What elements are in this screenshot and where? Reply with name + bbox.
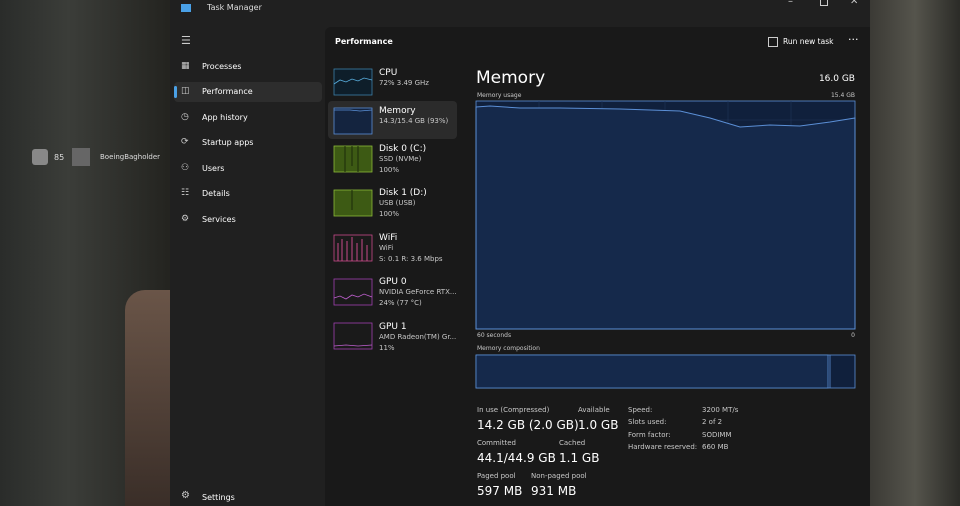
close-button[interactable]: ✕: [850, 0, 859, 7]
page-title: Performance: [335, 37, 393, 46]
nav-item[interactable]: Processes: [202, 62, 242, 71]
detail-title: Memory: [476, 68, 546, 88]
nav-item[interactable]: Details: [202, 189, 230, 198]
device-name[interactable]: GPU 0: [379, 277, 407, 287]
nav-item[interactable]: Users: [202, 164, 225, 173]
stat-label: In use (Compressed): [477, 406, 550, 414]
stat-value: 14.2 GB (2.0 GB): [477, 418, 579, 432]
minimize-button[interactable]: –: [788, 0, 793, 7]
device-name[interactable]: GPU 1: [379, 322, 407, 332]
spec-label: Slots used:: [628, 418, 667, 427]
usage-max: 15.4 GB: [830, 92, 855, 99]
gpu1-thumb: [333, 322, 373, 350]
nav-item[interactable]: Services: [202, 215, 236, 224]
composition-bar: [475, 354, 856, 389]
stat-label: Paged pool: [477, 472, 516, 480]
nav-icon: ▦: [181, 61, 190, 71]
stat-value: 1.1 GB: [559, 451, 600, 465]
game-background-right: [870, 0, 960, 506]
device-detail: 100%: [379, 210, 400, 218]
memory-thumb: [333, 107, 373, 135]
spec-value: 660 MB: [702, 442, 729, 451]
run-new-task[interactable]: Run new task: [783, 37, 834, 46]
spec-label: Form factor:: [628, 430, 671, 439]
stat-label: Available: [578, 406, 610, 414]
badge-icon: [32, 149, 48, 165]
stat-label: Non-paged pool: [531, 472, 587, 480]
nav-item[interactable]: App history: [202, 113, 248, 122]
username: BoeingBagholder: [100, 153, 161, 161]
spec-value: 2 of 2: [702, 418, 723, 427]
device-name[interactable]: Memory: [379, 106, 416, 116]
disk1-thumb: [333, 189, 373, 217]
run-task-icon: [768, 37, 778, 47]
time-label: 60 seconds: [477, 332, 512, 339]
menu-button[interactable]: ☰: [181, 34, 191, 47]
spec-label: Hardware reserved:: [628, 442, 698, 451]
nav-icon: ⟳: [181, 137, 189, 147]
stat-label: Cached: [559, 439, 586, 447]
nav-settings[interactable]: Settings: [202, 493, 235, 502]
badge-count: 85: [54, 153, 65, 162]
avatar: [72, 148, 90, 166]
device-name[interactable]: Disk 1 (D:): [379, 188, 427, 198]
nav-item[interactable]: Startup apps: [202, 138, 254, 147]
nav-indicator: [174, 86, 177, 98]
device-detail: 72% 3.49 GHz: [379, 79, 429, 87]
device-detail: S: 0.1 R: 3.6 Mbps: [379, 255, 443, 263]
device-detail: 14.3/15.4 GB (93%): [379, 117, 449, 125]
usage-label: Memory usage: [477, 92, 522, 99]
composition-label: Memory composition: [477, 345, 540, 352]
device-detail: 100%: [379, 166, 400, 174]
nav-item[interactable]: Performance: [202, 87, 253, 96]
time-end: 0: [851, 332, 855, 339]
device-name[interactable]: CPU: [379, 68, 398, 78]
stat-value: 597 MB: [477, 484, 523, 498]
device-detail: USB (USB): [379, 199, 416, 207]
more-button[interactable]: ···: [848, 33, 859, 46]
device-detail: WiFi: [379, 244, 394, 252]
stat-value: 1.0 GB: [578, 418, 619, 432]
nav-icon: ☷: [181, 188, 190, 198]
cpu-thumb: [333, 68, 373, 96]
wifi-thumb: [333, 234, 373, 262]
nav-icon: ⚇: [181, 163, 190, 173]
device-name[interactable]: Disk 0 (C:): [379, 144, 427, 154]
device-detail: 24% (77 °C): [379, 299, 422, 307]
stat-value: 44.1/44.9 GB: [477, 451, 556, 465]
nav-icon: ⚙: [181, 214, 190, 224]
stat-value: 931 MB: [531, 484, 577, 498]
nav-icon: ◫: [181, 86, 190, 96]
nav-selected: [174, 82, 322, 102]
stat-label: Committed: [477, 439, 516, 447]
maximize-button[interactable]: [820, 0, 828, 6]
game-figure: [125, 290, 170, 506]
spec-value: SODIMM: [702, 430, 732, 439]
memory-graph: [475, 100, 856, 330]
spec-value: 3200 MT/s: [702, 406, 739, 414]
spec-label: Speed:: [628, 406, 653, 414]
detail-total: 16.0 GB: [818, 74, 855, 84]
device-detail: AMD Radeon(TM) Gr...: [379, 333, 457, 341]
disk0-thumb: [333, 145, 373, 173]
window-title: Task Manager: [207, 3, 262, 12]
settings-icon[interactable]: ⚙: [181, 490, 190, 501]
device-detail: SSD (NVMe): [379, 155, 422, 163]
device-detail: 11%: [379, 344, 395, 352]
device-name[interactable]: WiFi: [379, 233, 398, 243]
gpu0-thumb: [333, 278, 373, 306]
app-icon: [181, 4, 191, 12]
nav-icon: ◷: [181, 112, 189, 122]
device-detail: NVIDIA GeForce RTX...: [379, 288, 457, 296]
